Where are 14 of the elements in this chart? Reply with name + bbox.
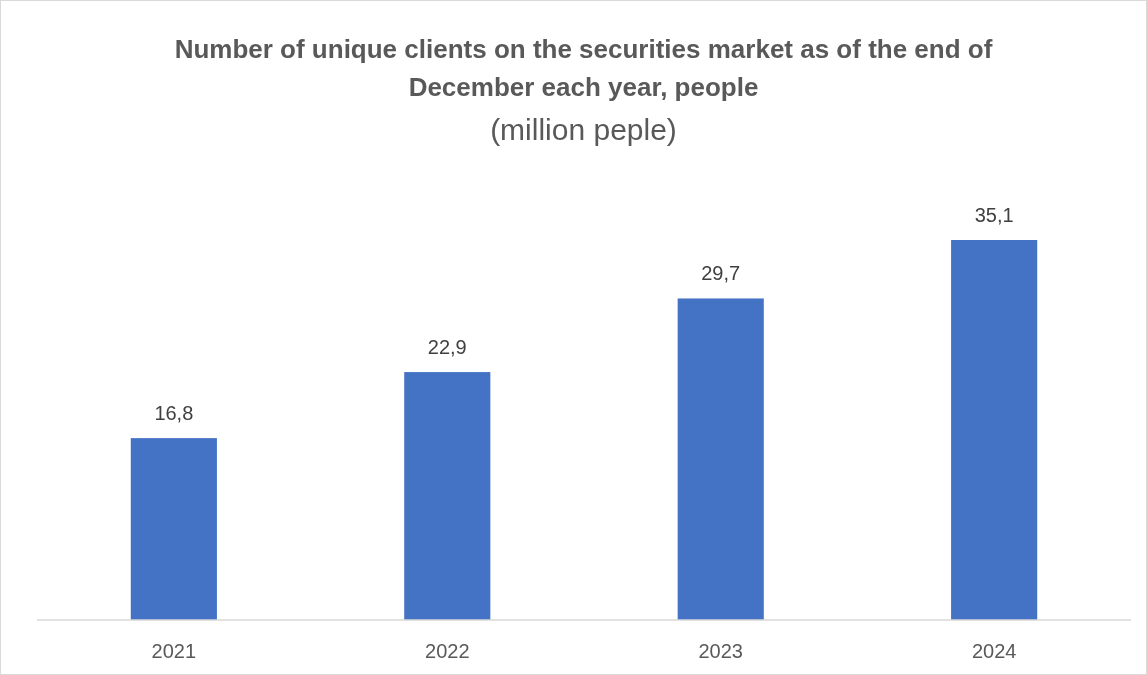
x-tick-label: 2023 [698, 640, 743, 662]
chart-subtitle: (million peple) [490, 113, 677, 146]
data-label: 29,7 [701, 262, 741, 285]
data-label: 16,8 [154, 402, 194, 425]
bar [951, 240, 1038, 620]
x-tick-label: 2024 [971, 640, 1017, 662]
bar [404, 372, 491, 620]
bar [677, 298, 764, 620]
chart-title: Number of unique clients on the securities market as of the end of December each year, people [174, 34, 993, 102]
x-tick-label: 2022 [425, 640, 470, 662]
data-label: 35,1 [974, 204, 1014, 226]
bar [130, 438, 217, 620]
data-label: 22,9 [427, 336, 467, 359]
x-tick-label: 2021 [151, 640, 197, 662]
